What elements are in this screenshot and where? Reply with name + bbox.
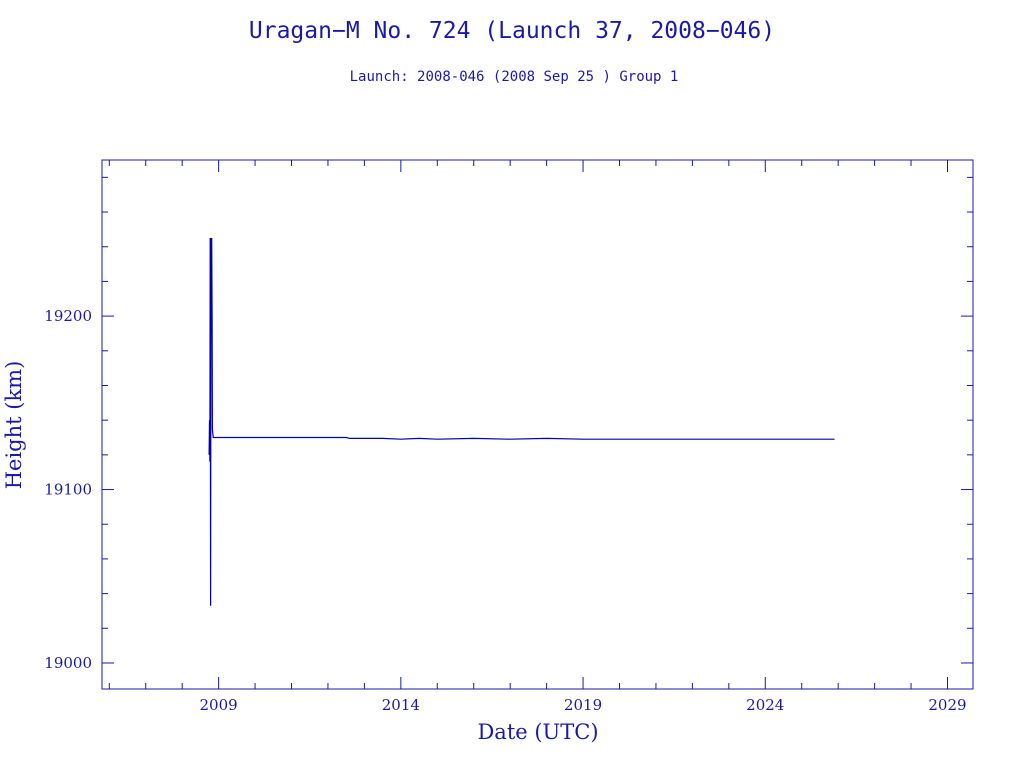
plot-frame xyxy=(101,159,974,690)
x-tick-label: 2029 xyxy=(928,696,966,714)
y-axis-label: Height (km) xyxy=(2,361,26,490)
chart-title: Uragan−M No. 724 (Launch 37, 2008−046) xyxy=(249,18,775,44)
y-tick-label: 19000 xyxy=(44,654,92,672)
x-axis-label: Date (UTC) xyxy=(477,720,598,744)
series-layer xyxy=(208,237,835,606)
series-line xyxy=(208,237,835,606)
x-tick-label: 2014 xyxy=(382,696,420,714)
ticks-layer: 2009 2014 2019 2024 2029 19000 19100 19200 xyxy=(44,160,973,714)
x-tick-label: 2024 xyxy=(746,696,784,714)
y-tick-label: 19200 xyxy=(44,307,92,325)
x-tick-label: 2019 xyxy=(564,696,602,714)
x-tick-label: 2009 xyxy=(200,696,238,714)
chart-subtitle: Launch: 2008-046 (2008 Sep 25 ) Group 1 xyxy=(350,69,679,85)
y-tick-label: 19100 xyxy=(44,481,92,499)
